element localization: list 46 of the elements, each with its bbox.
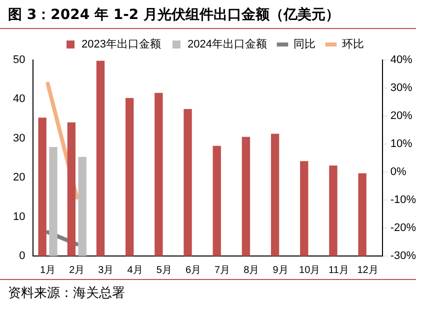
y-tick-label: 50 xyxy=(12,54,26,66)
bar xyxy=(270,134,280,256)
x-tick-label: 9月 xyxy=(272,264,288,276)
text: 资料来源：海关总署 xyxy=(0,279,416,306)
x-tick-label: 8月 xyxy=(244,264,260,276)
bar xyxy=(212,146,221,256)
y-tick-label: 0 xyxy=(19,250,26,262)
bar xyxy=(184,109,192,256)
y2-tick-label: 30% xyxy=(390,82,413,94)
x-tick-label: 5月 xyxy=(156,264,172,276)
y2-tick-label: 10% xyxy=(390,138,413,150)
y2-tick-label: 0% xyxy=(390,166,406,178)
legend-label: 2023年出口金额 xyxy=(82,38,162,51)
y-tick-label: 20 xyxy=(12,172,26,184)
bar xyxy=(242,136,250,256)
y-tick-label: 30 xyxy=(12,132,26,144)
bar xyxy=(300,161,308,256)
chart-title: 图 3：2024 年 1-2 月光伏组件出口金额（亿美元） xyxy=(0,0,416,29)
x-tick-label: 11月 xyxy=(328,264,349,276)
x-tick-label: 2月 xyxy=(69,264,85,276)
bar xyxy=(78,156,86,256)
bar xyxy=(126,98,134,256)
y-tick-label: 10 xyxy=(12,210,26,223)
x-tick-label: 6月 xyxy=(185,264,202,276)
y2-tick-label: -10% xyxy=(390,194,416,206)
y2-tick-label: -20% xyxy=(390,222,416,234)
y-tick-label: 40 xyxy=(12,93,26,106)
x-tick-label: 4月 xyxy=(127,264,143,276)
bar xyxy=(96,60,105,256)
bar xyxy=(154,92,163,256)
bar xyxy=(329,165,338,256)
bar xyxy=(358,173,366,256)
y2-tick-label: -30% xyxy=(390,250,416,262)
x-tick-label: 10月 xyxy=(299,264,320,276)
y2-tick-label: 40% xyxy=(390,54,413,66)
y2-tick-label: 20% xyxy=(390,110,413,122)
x-tick-label: 3月 xyxy=(98,264,114,276)
legend-label: 同比 xyxy=(293,38,316,51)
x-tick-label: 1月 xyxy=(40,264,56,276)
bar xyxy=(38,118,46,256)
x-tick-label: 7月 xyxy=(214,264,230,276)
legend-label: 2024年出口金额 xyxy=(188,38,267,51)
x-tick-label: 12月 xyxy=(357,264,378,276)
bar xyxy=(49,147,58,256)
legend-label: 环比 xyxy=(342,38,364,51)
bar xyxy=(67,122,76,256)
